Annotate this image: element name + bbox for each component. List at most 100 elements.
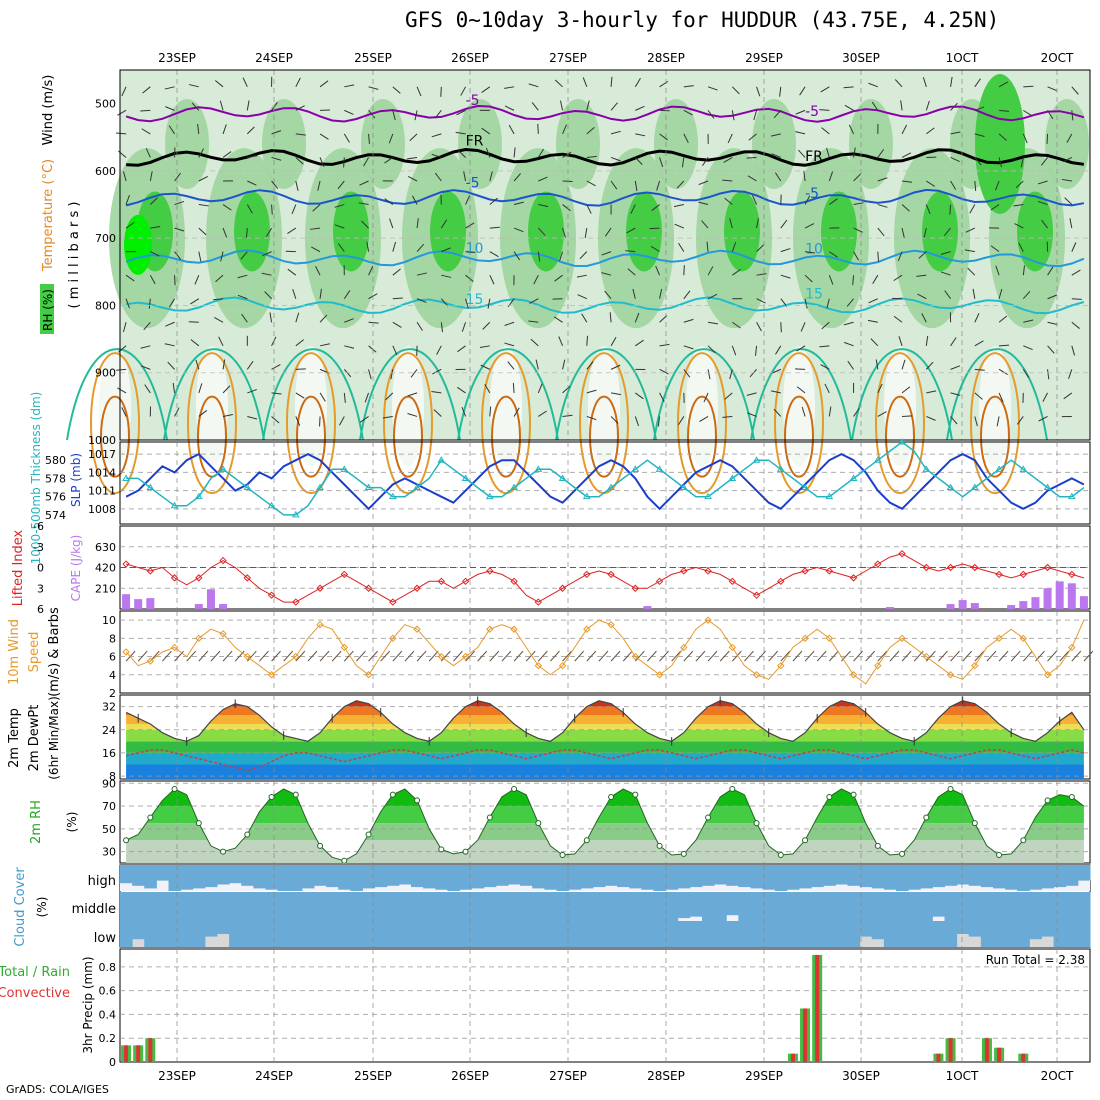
cloud-high-35 — [544, 865, 557, 890]
wind-barb — [295, 339, 305, 347]
cloud-middle-35 — [544, 892, 557, 921]
cloud-middle-21 — [374, 892, 388, 921]
wind-barb — [271, 392, 282, 395]
cloud-middle-69 — [956, 892, 970, 921]
wind-barb — [940, 271, 951, 276]
cloud-middle-54 — [774, 892, 788, 921]
rh-dry-0 — [99, 346, 131, 467]
rh-core-4 — [528, 191, 564, 272]
rh-dry-8 — [884, 346, 916, 467]
wind-barb — [140, 345, 151, 349]
wind-barb — [868, 82, 878, 88]
wind-barb — [562, 151, 572, 158]
surface-barb-44 — [659, 650, 669, 662]
rh-marker-40 — [608, 793, 615, 800]
surface-barb-11 — [259, 650, 269, 662]
pressure-axis-title: ( m i l l i b a r s ) — [67, 202, 82, 309]
wind-barb — [246, 204, 253, 214]
wind-marker-28 — [461, 652, 470, 661]
rh-marker-54 — [777, 852, 784, 859]
rh-upper-4 — [556, 99, 600, 189]
cloud-high-78 — [1065, 865, 1079, 886]
wind-barb — [392, 321, 402, 328]
cloud-middle-66 — [920, 892, 933, 921]
wind-barb — [241, 313, 248, 323]
temp-25-contour-1 — [187, 352, 237, 495]
cloud-middle-72 — [993, 892, 1006, 921]
wind-marker-62 — [874, 661, 882, 670]
wind-barb — [828, 171, 834, 182]
wind-barb — [610, 180, 618, 190]
wind-barb — [1013, 204, 1024, 207]
cloud-low-3 — [156, 921, 169, 947]
wind-barb — [1041, 219, 1048, 229]
temp-band-5 — [126, 715, 1084, 724]
wind-barb — [901, 359, 906, 370]
cloud-low-29 — [471, 921, 485, 947]
wind-barb — [626, 227, 636, 234]
wind-barb — [1071, 321, 1080, 329]
wind-barb — [1047, 345, 1055, 354]
wind-barb — [853, 173, 861, 182]
cloud-low-32 — [508, 921, 521, 947]
bottom-date-2: 25SEP — [354, 1069, 392, 1083]
wind-barb — [729, 218, 733, 229]
wind-barb — [582, 77, 588, 87]
rh-band-0 — [126, 840, 1084, 863]
cloud-low-10 — [241, 921, 254, 947]
li-marker-68 — [946, 563, 955, 572]
cloud-middle-59 — [835, 892, 848, 921]
wind-barb — [480, 364, 491, 370]
wind-barb — [974, 180, 977, 192]
temp-25-contour-7 — [774, 352, 824, 495]
cape-bar-43 — [643, 606, 652, 609]
cloud-middle-36 — [556, 892, 570, 921]
wind-barb — [513, 407, 520, 417]
wind-barb — [344, 345, 355, 349]
li-marker-62 — [874, 560, 882, 568]
cloud-high-40 — [605, 865, 618, 886]
wind-barb — [338, 243, 345, 252]
wind-barb — [926, 415, 936, 421]
cloud-high-62 — [871, 865, 885, 889]
cloud-middle-6 — [192, 892, 206, 921]
temperature-label: Temperature (°C) — [41, 159, 56, 272]
cloud-high-76 — [1041, 865, 1055, 889]
thickness-tick-1: 576 — [45, 491, 66, 504]
cloud-middle-0 — [120, 892, 133, 921]
cloud-low-60 — [847, 921, 861, 947]
wind-barb — [753, 110, 758, 121]
wind-barb — [1071, 110, 1074, 121]
surface-barb-61 — [865, 650, 876, 662]
wind-barb — [683, 265, 685, 276]
wind-barb — [828, 275, 834, 285]
wind-barb — [457, 345, 466, 353]
wind-barb — [584, 228, 588, 239]
rh-dry-6 — [686, 346, 718, 467]
cloud-middle-46 — [677, 892, 691, 919]
wind-barb — [116, 132, 127, 135]
cloud-middle-41 — [617, 892, 630, 921]
wind-barb — [922, 77, 927, 87]
wind-barb — [604, 227, 612, 237]
cloud-middle-56 — [799, 892, 812, 921]
wind-barb — [441, 274, 452, 278]
wind-barb — [465, 274, 474, 282]
cloud-middle-65 — [908, 892, 921, 921]
wind-barb — [944, 290, 951, 300]
wind-barb — [319, 416, 321, 427]
wind-barb — [586, 100, 590, 111]
wind-barb — [144, 384, 151, 394]
cloud-middle-50 — [726, 892, 739, 916]
thickness-marker-54 — [776, 465, 785, 472]
wind-barb — [683, 109, 693, 116]
cloud-middle-23 — [398, 892, 412, 921]
wind-barb — [681, 157, 685, 168]
wind-barb — [586, 180, 596, 187]
wind-barb — [867, 319, 878, 323]
wind-barb — [1047, 321, 1058, 326]
wind-marker-12 — [267, 671, 276, 679]
li-marker-64 — [898, 549, 906, 558]
wind-barb — [489, 171, 493, 182]
